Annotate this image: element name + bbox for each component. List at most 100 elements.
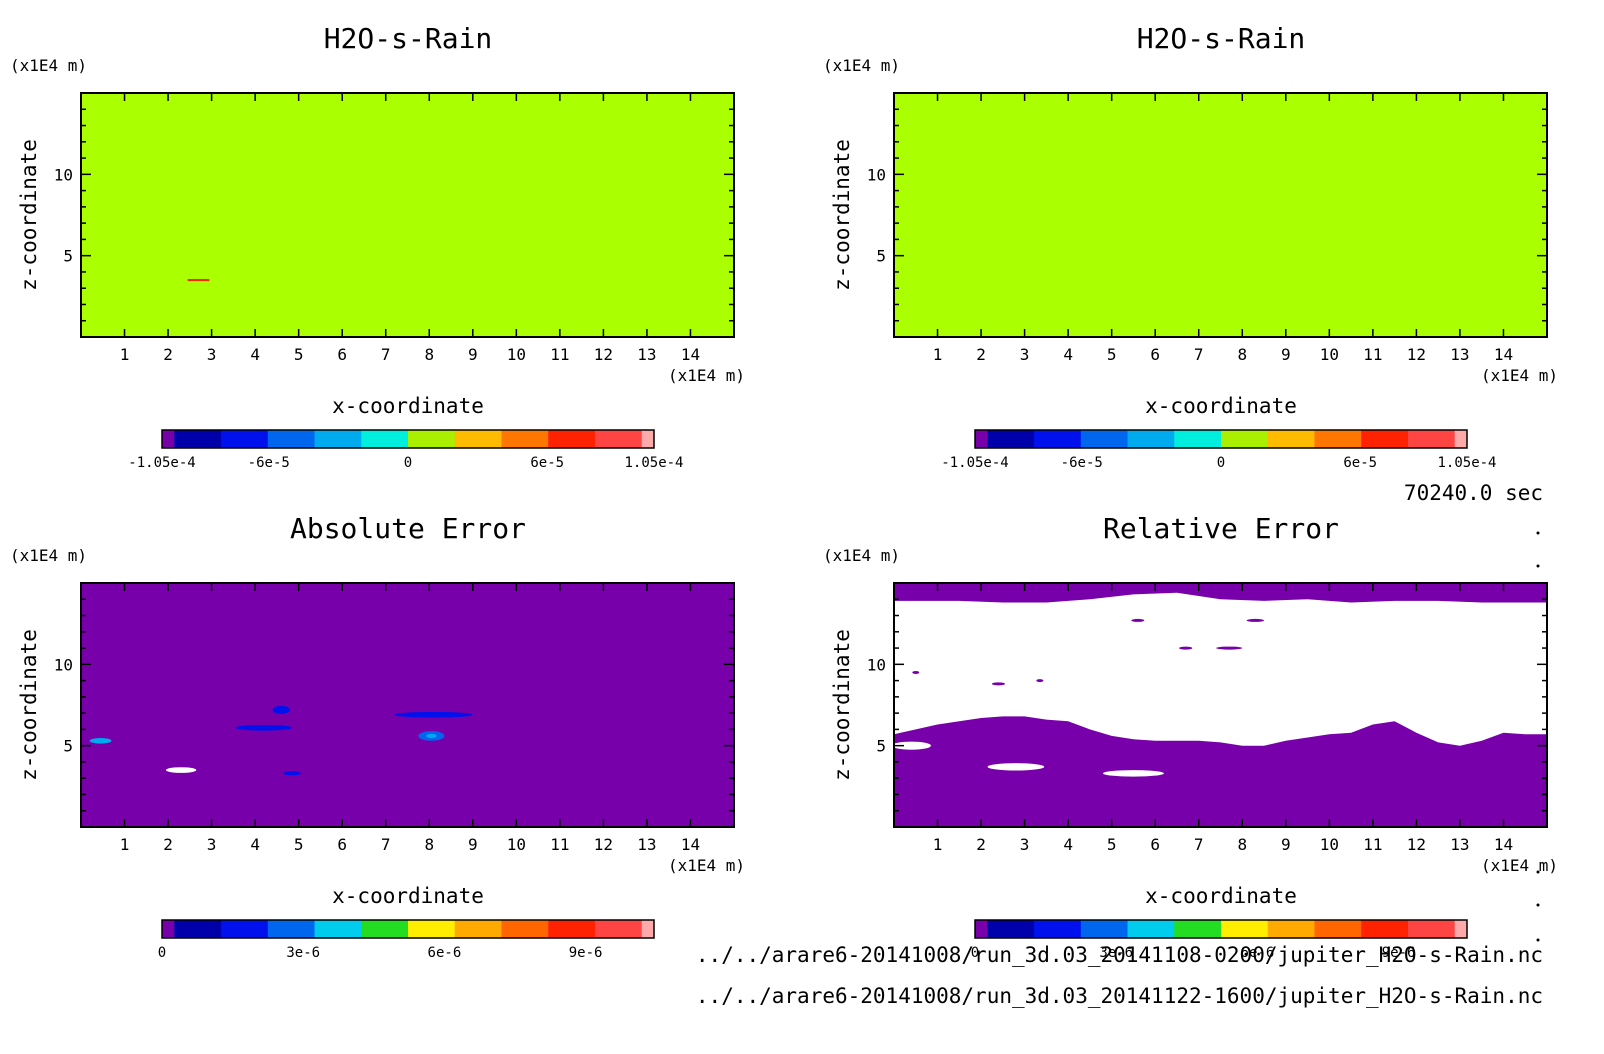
x-axis-label: x-coordinate (332, 394, 484, 418)
plot-frame (80, 582, 735, 828)
field-feature (987, 763, 1045, 771)
colorbar-swatch (1127, 430, 1175, 448)
y-tick-label: 5 (63, 737, 73, 756)
colorbar-swatch (1314, 430, 1362, 448)
colorbar-swatch (594, 430, 643, 448)
y-axis-label: z-coordinate (17, 139, 41, 291)
x-tick-label: 3 (207, 835, 217, 854)
x-tick-label: 1 (120, 835, 130, 854)
panel-1: H2O-s-Rain(x1E4 m)1 2 3 4 5 6 7 8 9 10 11 12 13 14510… (10, 22, 745, 471)
plot-field (187, 279, 210, 282)
x-unit-label: (x1E4 m) (668, 366, 745, 385)
colorbar-swatch (454, 430, 502, 448)
field-feature (912, 670, 920, 674)
field-feature (1179, 646, 1193, 650)
plot-background (894, 93, 1547, 337)
x-tick-label: 5 (294, 835, 304, 854)
x-tick-label: 8 (424, 835, 434, 854)
x-tick-label: 14 (1494, 835, 1513, 854)
colorbar-swatch (548, 430, 596, 448)
x-tick-label: 11 (550, 835, 569, 854)
x-tick-label: 14 (681, 345, 700, 364)
field-feature (283, 771, 301, 776)
y-unit-label: (x1E4 m) (10, 56, 87, 75)
plot-field (894, 592, 1547, 777)
plot-background (81, 93, 734, 337)
x-tick-label: 11 (1363, 345, 1382, 364)
white-region (894, 592, 1547, 746)
colorbar-swatch (162, 920, 175, 938)
x-tick-label: 7 (1194, 835, 1204, 854)
field-feature (426, 733, 437, 738)
colorbar-swatch (1127, 920, 1175, 938)
time-label: 70240.0 sec (1404, 481, 1543, 505)
colorbar-label: 6e-6 (1241, 945, 1275, 961)
colorbar-label: -1.05e-4 (128, 455, 195, 471)
colorbar-swatch (1267, 920, 1315, 938)
field-feature (165, 767, 197, 773)
panel-title: H2O-s-Rain (1137, 22, 1306, 55)
x-tick-label: 12 (594, 345, 613, 364)
x-tick-label: 8 (1237, 835, 1247, 854)
x-tick-label: 10 (1320, 835, 1339, 854)
colorbar: 0 3e-6 6e-6 9e-6 (971, 919, 1468, 961)
field-feature (1216, 646, 1243, 650)
x-unit-label: (x1E4 m) (1481, 856, 1558, 875)
y-tick-label: 10 (867, 655, 886, 674)
colorbar-swatch (501, 920, 549, 938)
plot-background (81, 583, 734, 827)
colorbar-swatch (1361, 430, 1409, 448)
colorbar-swatch (1174, 430, 1222, 448)
colorbar-swatch (221, 920, 269, 938)
x-tick-label: 3 (207, 345, 217, 364)
colorbar-swatch (162, 430, 175, 448)
panel-title: H2O-s-Rain (324, 22, 493, 55)
x-tick-label: 6 (337, 835, 347, 854)
y-tick-label: 10 (54, 165, 73, 184)
x-tick-label: 4 (1063, 835, 1073, 854)
x-tick-label: 7 (381, 835, 391, 854)
colorbar-swatch (314, 430, 362, 448)
field-feature (1246, 618, 1265, 622)
colorbar-swatch (975, 920, 988, 938)
x-tick-label: 9 (1281, 345, 1291, 364)
x-tick-label: 5 (294, 345, 304, 364)
x-tick-label: 2 (163, 835, 173, 854)
x-tick-label: 7 (1194, 345, 1204, 364)
colorbar-swatch (987, 430, 1035, 448)
colorbar-swatch (361, 920, 409, 938)
x-tick-label: 3 (1020, 345, 1030, 364)
colorbar-swatch (1221, 920, 1269, 938)
colorbar-swatch (454, 920, 502, 938)
x-tick-label: 6 (337, 345, 347, 364)
colorbar-swatch (1361, 920, 1409, 938)
x-tick-label: 10 (1320, 345, 1339, 364)
colorbar-swatch (1080, 920, 1129, 938)
colorbar-swatch (1454, 920, 1468, 938)
x-tick-label: 8 (424, 345, 434, 364)
x-tick-label: 1 (933, 835, 943, 854)
colorbar-label: 0 (971, 945, 979, 961)
colorbar: -1.05e-4 -6e-5 0 6e-5 1.05e-4 (128, 429, 684, 471)
colorbar-swatch (1080, 430, 1129, 448)
colorbar-swatch (641, 920, 655, 938)
colorbar-swatch (975, 430, 988, 448)
x-tick-label: 12 (594, 835, 613, 854)
colorbar-swatch (1034, 430, 1082, 448)
x-tick-label: 13 (1450, 835, 1469, 854)
y-tick-label: 10 (54, 655, 73, 674)
colorbar-label: 6e-5 (1343, 455, 1377, 471)
colorbar-swatch (361, 430, 409, 448)
colorbar-swatch (1314, 920, 1362, 938)
field-feature (991, 682, 1006, 686)
x-tick-label: 9 (468, 345, 478, 364)
plot-frame (893, 582, 1548, 828)
colorbar-frame (161, 919, 655, 939)
colorbar-swatch (1454, 430, 1468, 448)
x-axis-label: x-coordinate (1145, 394, 1297, 418)
plot-frame (80, 92, 735, 338)
x-tick-label: 14 (1494, 345, 1513, 364)
x-tick-label: 14 (681, 835, 700, 854)
colorbar-label: -6e-5 (1061, 455, 1103, 471)
colorbar-label: 0 (404, 455, 412, 471)
